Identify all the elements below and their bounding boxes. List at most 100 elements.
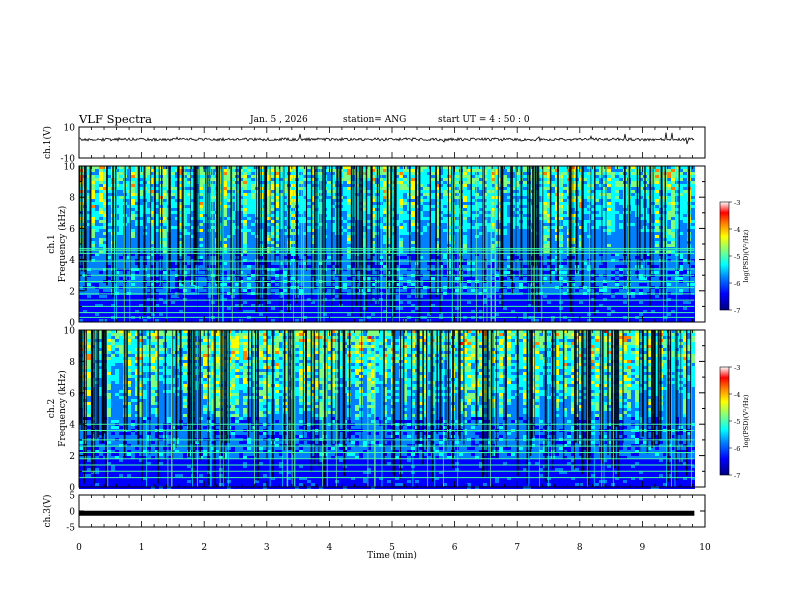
dark-stripe	[654, 330, 656, 438]
dark-stripe	[338, 330, 340, 437]
y-tick-label: 10	[64, 124, 76, 134]
dark-stripe	[615, 330, 618, 427]
dark-stripe	[348, 330, 351, 443]
dark-stripe	[238, 166, 241, 265]
dark-stripe	[470, 166, 472, 278]
dark-stripe	[105, 330, 107, 487]
dark-stripe	[351, 166, 353, 316]
y-axis-label: ch.1(V)	[42, 126, 53, 159]
y-tick-label: 8	[69, 358, 75, 368]
x-axis-label: Time (min)	[367, 550, 417, 561]
x-axis: 0 1 2 3 4 5 6 7 8 9 10 Time (min)	[76, 127, 711, 561]
y-axis-label: Frequency (kHz)	[57, 370, 68, 447]
dark-stripe	[574, 330, 577, 443]
dark-stripe	[531, 330, 533, 449]
dark-stripe	[190, 166, 191, 285]
dark-stripe	[115, 166, 117, 284]
dark-stripe	[659, 330, 662, 440]
dark-stripe	[112, 166, 115, 298]
dark-stripe	[386, 166, 389, 289]
dark-stripe	[292, 330, 294, 455]
dark-stripe	[256, 330, 259, 481]
dark-stripe	[103, 330, 106, 434]
dark-stripe	[581, 166, 584, 287]
dark-stripe	[601, 166, 603, 265]
dark-stripe	[496, 330, 497, 458]
dark-stripe	[660, 166, 663, 278]
dark-stripe	[641, 330, 644, 437]
dark-stripe	[607, 330, 609, 456]
dark-stripe	[416, 330, 419, 455]
dark-stripe	[445, 330, 447, 451]
dark-stripe	[581, 330, 584, 475]
dark-stripe	[266, 330, 268, 459]
dark-stripe	[636, 166, 639, 279]
dark-stripe	[417, 330, 420, 444]
dark-stripe	[674, 330, 677, 481]
dark-stripe	[284, 330, 286, 440]
dark-stripe	[447, 330, 450, 440]
dark-stripe	[677, 330, 679, 446]
dark-stripe	[392, 330, 394, 475]
dark-stripe	[263, 166, 265, 302]
x-tick-label: 6	[452, 543, 458, 553]
dark-stripe	[534, 330, 536, 436]
dark-stripe	[670, 330, 672, 439]
dark-stripe	[572, 166, 574, 319]
dark-stripe	[583, 330, 585, 473]
dark-stripe	[293, 330, 295, 481]
dark-stripe	[97, 330, 100, 438]
dark-stripe	[96, 330, 98, 440]
dark-stripe	[342, 330, 345, 450]
y-tick-label: 4	[69, 421, 75, 431]
dark-stripe	[426, 330, 428, 451]
dark-stripe	[305, 330, 307, 431]
dark-stripe	[313, 166, 316, 290]
colorbar-tick-label: -3	[734, 364, 740, 372]
ch1-spectrogram: 0 2 4 6 8 10 ch.1 Frequency (kHz) -3 -4 -5 -6 -7 log(…	[47, 163, 750, 329]
y-tick-label: 4	[69, 256, 75, 266]
dark-stripe	[461, 166, 463, 281]
dark-stripe	[585, 330, 588, 460]
dark-stripe	[365, 166, 368, 312]
dark-stripe	[323, 330, 326, 486]
dark-stripe	[391, 166, 393, 316]
dark-stripe	[236, 166, 238, 282]
dark-stripe	[230, 166, 233, 296]
dark-stripe	[562, 330, 565, 460]
colorbar-tick-label: -5	[734, 418, 740, 426]
dark-stripe	[430, 330, 433, 453]
dark-stripe	[220, 330, 222, 456]
dark-stripe	[376, 166, 379, 307]
dark-stripe	[265, 166, 268, 290]
dark-stripe	[516, 330, 519, 476]
y-axis-label: ch.1	[47, 234, 57, 253]
dark-stripe	[339, 166, 342, 307]
dark-stripe	[573, 330, 575, 470]
dark-stripe	[529, 330, 532, 456]
y-tick-label: 0	[69, 484, 75, 494]
y-tick-label: -10	[61, 155, 76, 165]
dark-stripe	[390, 166, 392, 309]
dark-stripe	[195, 166, 197, 263]
x-tick-label: 1	[139, 543, 145, 553]
dark-stripe	[258, 166, 260, 305]
colorbar	[719, 201, 730, 311]
dark-stripe	[141, 330, 143, 481]
dark-stripe	[613, 330, 616, 469]
dark-stripe	[602, 330, 604, 466]
dark-stripe	[411, 330, 413, 428]
dark-stripe	[497, 166, 499, 272]
dark-stripe	[198, 166, 200, 266]
dark-stripe	[248, 330, 250, 438]
dark-stripe	[418, 166, 420, 322]
dark-stripe	[575, 166, 578, 274]
dark-stripe	[80, 166, 83, 272]
dark-stripe	[137, 166, 140, 268]
dark-stripe	[453, 166, 455, 321]
x-tick-label: 0	[76, 543, 82, 553]
y-tick-label: 10	[64, 163, 76, 173]
dark-stripe	[452, 166, 454, 310]
dark-stripe	[554, 330, 557, 454]
